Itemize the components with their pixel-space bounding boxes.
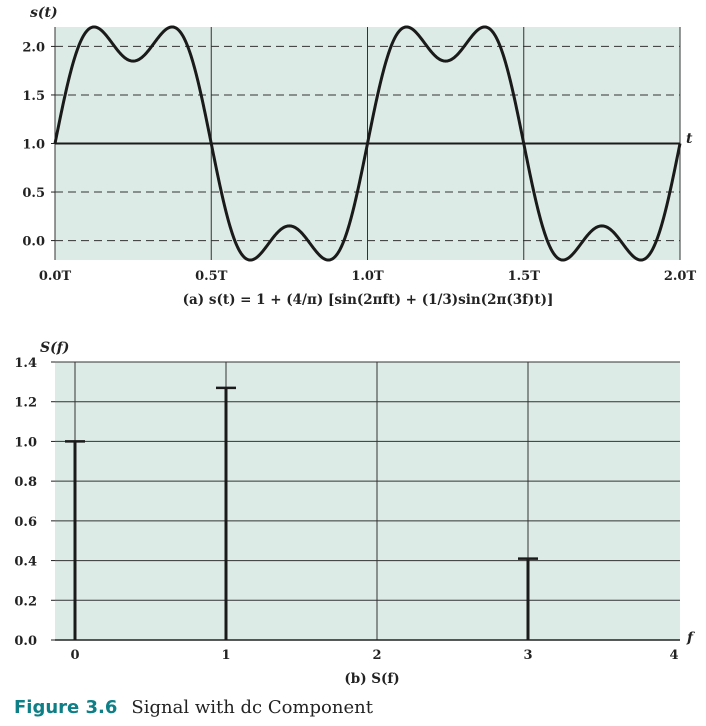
plot-a-xtick-label: 1.5T — [508, 269, 541, 284]
figure-caption: Figure 3.6 Signal with dc Component — [14, 697, 373, 718]
plot-b-background — [55, 362, 680, 640]
plot-a-y-axis-label: s(t) — [30, 5, 58, 21]
plot-b-xtick-label: 1 — [221, 648, 230, 663]
plot-b-ytick-label: 0.6 — [14, 515, 37, 530]
plot-a-x-ticks: 0.0T 0.5T 1.0T 1.5T 2.0T — [39, 269, 697, 284]
plot-b-x-axis-label: f — [686, 630, 696, 646]
plot-b-stems — [65, 386, 538, 640]
figure-number: Figure 3.6 — [14, 697, 118, 718]
plot-a-xtick-label: 1.0T — [351, 269, 384, 284]
plot-b-y-axis-label: S(f) — [40, 340, 69, 356]
plot-b-xtick-label: 2 — [372, 648, 381, 663]
plot-b-ytick-label: 0.2 — [14, 594, 37, 609]
plot-a-caption: (a) s(t) = 1 + (4/π) [sin(2πft) + (1/3)s… — [183, 292, 554, 308]
plot-b-caption: (b) S(f) — [344, 671, 399, 687]
plot-a-xtick-label: 2.0T — [664, 269, 697, 284]
plot-a-ytick-label: 0.0 — [22, 235, 45, 250]
plot-b-ytick-label: 1.4 — [14, 356, 37, 371]
plot-a-ytick-label: 0.5 — [22, 186, 45, 201]
plot-a-y-ticks: 2.0 1.5 1.0 0.5 0.0 — [22, 40, 55, 250]
plot-b-y-ticks: 1.4 1.2 1.0 0.8 0.6 0.4 0.2 0.0 — [14, 356, 55, 649]
plot-a-ytick-label: 1.0 — [22, 138, 45, 153]
panel-b: 1.4 1.2 1.0 0.8 0.6 0.4 0.2 0.0 0 1 2 3 4 S(f) f (b… — [14, 340, 696, 687]
plot-b-gridlines — [55, 361, 680, 641]
plot-b-ytick-label: 0.4 — [14, 555, 37, 570]
plot-a-x-axis-label: t — [686, 131, 693, 147]
plot-b-xtick-label: 3 — [523, 648, 532, 663]
figure-title: Signal with dc Component — [131, 697, 373, 718]
figure-canvas: 2.0 1.5 1.0 0.5 0.0 0.0T 0.5T 1.0T 1.5T 2.0T s(t… — [14, 5, 696, 687]
plot-a-ytick-label: 1.5 — [22, 89, 45, 104]
panel-a: 2.0 1.5 1.0 0.5 0.0 0.0T 0.5T 1.0T 1.5T 2.0T s(t… — [22, 5, 696, 308]
plot-b-ytick-label: 1.0 — [14, 435, 37, 450]
plot-a-xtick-label: 0.5T — [195, 269, 228, 284]
plot-b-x-ticks: 0 1 2 3 4 — [70, 648, 678, 663]
signal-curve — [53, 25, 682, 262]
plot-b-xtick-label: 0 — [70, 648, 79, 663]
plot-a-ytick-label: 2.0 — [22, 40, 45, 55]
plot-b-xtick-label: 4 — [669, 648, 678, 663]
plot-b-ytick-label: 0.8 — [14, 475, 37, 490]
plot-b-ytick-label: 0.0 — [14, 634, 37, 649]
plot-a-xtick-label: 0.0T — [39, 269, 72, 284]
plot-b-ytick-label: 1.2 — [14, 396, 37, 411]
